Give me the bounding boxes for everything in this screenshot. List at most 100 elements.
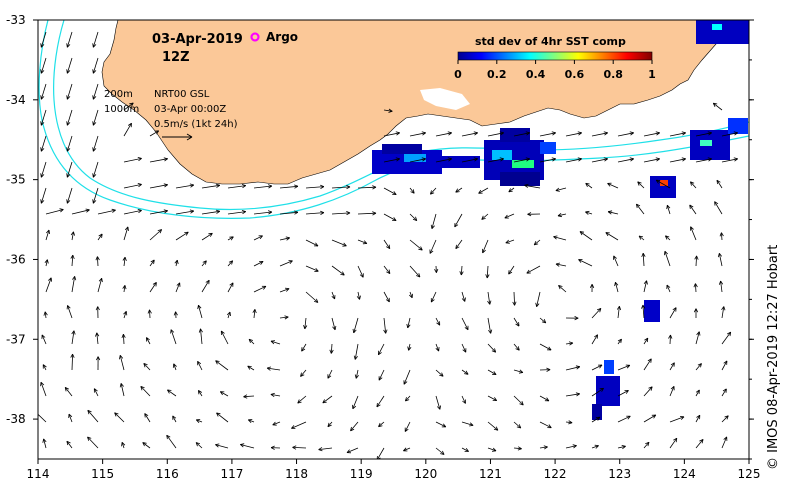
y-tick-label: -37	[6, 332, 26, 346]
current-arrow	[66, 83, 73, 100]
current-arrow	[93, 388, 99, 397]
current-arrow	[513, 317, 520, 327]
current-arrow	[201, 232, 213, 241]
current-arrow	[92, 83, 99, 100]
current-arrow	[694, 255, 699, 267]
current-arrow	[487, 317, 493, 334]
x-tick-label: 119	[350, 467, 373, 481]
colorbar-ticks: 0 0.2 0.4 0.6 0.8 1	[454, 60, 656, 81]
current-arrow	[270, 340, 281, 345]
current-arrow	[643, 131, 660, 137]
land-mass	[101, 20, 749, 185]
current-arrow	[248, 338, 255, 345]
current-arrow	[66, 135, 73, 152]
current-arrow	[579, 231, 593, 241]
current-arrow	[643, 414, 657, 423]
current-arrow	[461, 317, 469, 331]
current-arrow	[721, 436, 728, 449]
current-arrow	[173, 311, 178, 319]
current-arrow	[435, 421, 447, 428]
current-arrow	[565, 131, 582, 137]
current-arrow	[487, 343, 497, 353]
current-arrow	[539, 157, 556, 163]
current-arrow	[378, 343, 385, 356]
current-arrow	[430, 187, 437, 195]
current-arrow	[357, 265, 364, 278]
current-arrow	[350, 421, 359, 432]
y-tick-label: -33	[6, 13, 26, 27]
current-arrow	[40, 109, 47, 126]
current-arrow	[617, 364, 631, 371]
current-arrow	[405, 395, 411, 402]
y-axis: -33 -34 -35 -36 -37 -38	[6, 13, 754, 460]
current-arrow	[636, 203, 645, 215]
current-arrow	[455, 187, 463, 193]
current-arrow	[167, 389, 177, 397]
current-arrow	[305, 265, 319, 272]
current-arrow	[201, 209, 221, 215]
current-arrow	[461, 131, 478, 137]
contour-200m-label: 200m	[104, 89, 133, 100]
current-arrow	[695, 157, 712, 163]
x-tick-label: 116	[156, 467, 179, 481]
current-arrow	[318, 447, 333, 452]
current-arrow	[637, 181, 645, 189]
current-arrow	[721, 157, 738, 163]
current-arrow	[383, 265, 391, 274]
current-arrow	[149, 209, 168, 215]
current-arrow	[170, 329, 177, 345]
current-arrow	[716, 179, 723, 189]
current-arrow	[527, 212, 541, 217]
current-arrow	[68, 413, 73, 423]
current-arrow	[403, 447, 411, 452]
current-arrow	[123, 183, 142, 189]
current-arrow	[666, 204, 671, 215]
current-arrow	[430, 213, 437, 229]
current-arrow	[695, 363, 702, 371]
current-arrow	[144, 413, 151, 423]
current-arrow	[123, 209, 142, 215]
current-arrow	[279, 287, 290, 293]
current-arrow	[142, 442, 151, 449]
current-arrow	[253, 285, 267, 293]
current-arrow	[461, 447, 469, 452]
current-arrow	[305, 210, 325, 215]
current-arrow	[585, 210, 593, 215]
current-arrow	[354, 369, 359, 379]
y-tick-label: -34	[6, 93, 26, 107]
current-arrow	[227, 184, 247, 189]
current-arrow	[721, 388, 727, 397]
current-arrow	[119, 355, 125, 371]
current-arrow	[352, 317, 359, 334]
current-arrow	[539, 445, 548, 450]
x-tick-label: 125	[738, 467, 761, 481]
current-arrow	[409, 157, 426, 163]
current-arrow	[461, 395, 466, 404]
x-tick-label: 124	[673, 467, 696, 481]
product-label: NRT00 GSL	[154, 89, 210, 100]
current-arrow	[513, 343, 520, 351]
current-arrow	[617, 390, 629, 397]
current-arrow	[66, 440, 73, 449]
x-tick-label: 117	[220, 467, 243, 481]
current-arrow	[240, 443, 255, 449]
current-arrow	[322, 395, 333, 404]
current-arrow	[331, 185, 351, 190]
current-arrow	[591, 308, 602, 319]
current-arrow	[357, 239, 368, 245]
current-arrow	[555, 187, 567, 192]
current-arrow	[690, 181, 697, 189]
current-arrow	[435, 369, 444, 377]
current-arrow	[149, 130, 160, 137]
current-arrow	[591, 387, 604, 397]
current-arrow	[591, 364, 603, 371]
current-arrow	[346, 447, 359, 454]
current-arrow	[409, 187, 415, 194]
current-arrow	[461, 421, 474, 427]
current-arrow	[558, 285, 567, 293]
current-arrow	[266, 366, 281, 371]
current-arrow	[406, 317, 411, 329]
current-arrow	[253, 261, 264, 267]
current-arrow	[252, 309, 257, 319]
current-arrow	[45, 208, 64, 215]
